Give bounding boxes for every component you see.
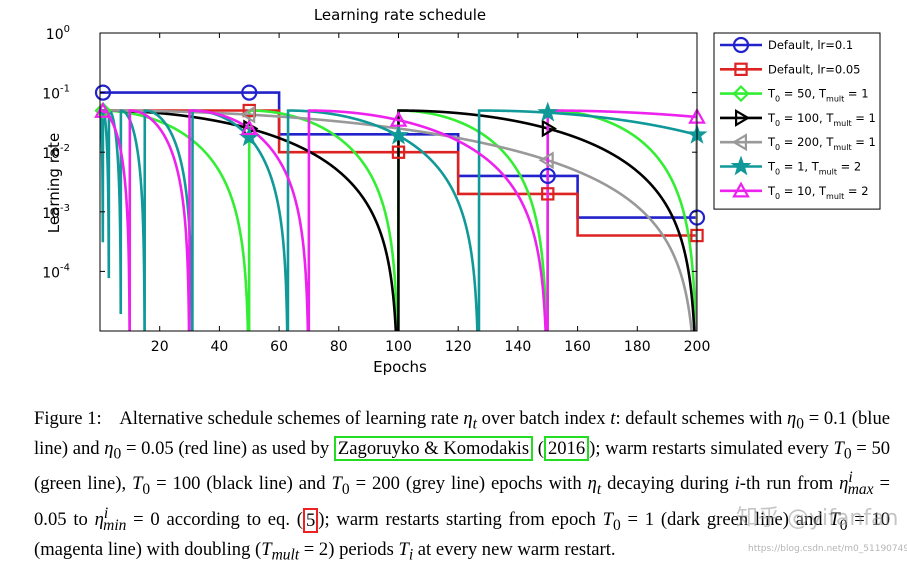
citation-link[interactable]: Zagoruyko & Komodakis — [333, 435, 534, 461]
caption-text: ); warm — [318, 509, 379, 531]
caption-math: t — [610, 408, 616, 429]
equation-link[interactable]: 5 — [302, 507, 319, 533]
caption-fig-label: Figure 1: — [34, 408, 102, 429]
caption-math: η — [787, 408, 797, 429]
y-axis-label: Learning rate — [45, 133, 63, 233]
caption-math: = 2) — [303, 539, 335, 561]
chart-title: Learning rate schedule — [314, 6, 486, 24]
caption-text: epochs with — [491, 473, 582, 495]
x-tick-label: 140 — [505, 339, 532, 355]
caption-text: with — [749, 408, 783, 429]
x-tick-label: 60 — [270, 339, 288, 355]
series-marker-default005 — [541, 187, 555, 201]
caption-math: = 100 — [156, 473, 201, 495]
series-marker-default01 — [94, 84, 112, 101]
series-marker-t10x2 — [94, 101, 112, 118]
series-marker-t1x2 — [388, 124, 409, 145]
legend-label-t1x2: T0 = 1, Tmult = 2 — [767, 160, 861, 177]
series-marker-t200 — [240, 105, 256, 124]
watermark: 知乎 @yifanfan — [736, 506, 899, 531]
series-marker-t10x2 — [389, 110, 408, 127]
caption-text: Alternative schedule schemes of learning… — [119, 408, 459, 429]
figure-caption: Figure 1: Alternative schedule schemes o… — [34, 408, 891, 564]
watermark-url: https://blog.csdn.net/m0_51190749 — [748, 544, 907, 554]
y-tick-label: 10-2 — [42, 143, 70, 162]
caption-math: η — [587, 473, 597, 495]
y-tick-label: 10-1 — [42, 84, 70, 103]
legend-label-t10x2: T0 = 10, Tmult = 2 — [767, 184, 869, 201]
tick-layer: 20 40 60 80 100 120 140 160 180 200 100 10-1 10-2 10-… — [42, 24, 710, 355]
caption-text: (black line) and — [206, 473, 326, 495]
x-tick-label: 20 — [151, 339, 169, 355]
legend-marker-t100 — [734, 108, 751, 127]
series-marker-t10x2 — [240, 119, 259, 136]
x-tick-label: 100 — [385, 339, 412, 355]
legend-marker-t10x2 — [732, 181, 750, 198]
series-marker-t200 — [538, 151, 554, 170]
caption-text: (dark green line) and — [660, 509, 823, 531]
caption-math: η — [104, 437, 114, 459]
legend-marker-t50 — [732, 85, 750, 103]
legend-label-t50: T0 = 50, Tmult = 1 — [767, 87, 869, 104]
x-tick-label: 180 — [624, 339, 651, 355]
caption-text: ); — [589, 437, 601, 459]
x-tick-label: 200 — [684, 339, 711, 355]
caption-math: η — [463, 408, 473, 429]
citation-year-link[interactable]: 2016 — [543, 435, 590, 461]
caption-math: = 0.05 — [34, 473, 890, 531]
caption-text: (green line), — [34, 473, 127, 495]
legend-label-default005: Default, lr=0.05 — [768, 62, 861, 76]
caption-text: according to eq. ( — [166, 509, 303, 531]
legend-label-t200: T0 = 200, Tmult = 1 — [767, 135, 876, 152]
series-marker-t100 — [541, 119, 557, 138]
caption-math: = 1 — [627, 509, 655, 531]
caption-math: = 0 — [133, 509, 160, 531]
x-tick-label: 40 — [210, 339, 228, 355]
caption-math: i — [734, 473, 740, 495]
y-tick-label: 10-3 — [42, 203, 70, 222]
legend-marker-t200 — [731, 133, 748, 152]
caption-text: (red line) as used by — [178, 437, 330, 459]
caption-text: warm restarts simulated every — [605, 437, 829, 459]
learning-rate-chart: Learning rate schedule Learning rate Epo… — [42, 6, 881, 376]
y-tick-label: 100 — [46, 24, 70, 43]
x-axis-label: Epochs — [373, 358, 427, 376]
x-tick-label: 80 — [330, 339, 348, 355]
caption-math: = 0.05 — [125, 437, 174, 459]
series-marker-default01 — [241, 84, 258, 101]
series-line-t10x2 — [100, 109, 697, 331]
caption-math: = 0.1 — [808, 408, 848, 429]
caption-text: -th run from — [739, 473, 834, 495]
x-tick-label: 120 — [445, 339, 472, 355]
caption-text: decaying during — [607, 473, 729, 495]
legend-marker-default01 — [732, 36, 750, 54]
caption-text: (blue line) and — [34, 408, 891, 459]
caption-math: = 10 — [854, 509, 891, 531]
series-line-t100 — [100, 109, 697, 331]
caption-text: at every new warm restart. — [417, 539, 616, 561]
caption-text: periods — [339, 539, 394, 561]
caption-text: (grey line) — [405, 473, 486, 495]
legend-label-default01: Default, lr=0.1 — [768, 38, 853, 52]
caption-text: restarts starting from epoch — [385, 509, 596, 531]
legend-marker-default005 — [734, 62, 748, 77]
caption-text: over batch index — [481, 408, 606, 429]
caption-math: = 200 — [355, 473, 400, 495]
caption-text: (magenta line) with doubling — [34, 539, 251, 561]
caption-math: t — [472, 415, 477, 433]
legend-label-t100: T0 = 100, Tmult = 1 — [767, 111, 876, 128]
series-marker-default01 — [539, 167, 556, 185]
legend: Default, lr=0.1 Default, lr=0.05 T0 = 50, … — [713, 32, 881, 210]
series-marker-default005 — [391, 145, 406, 159]
caption-math: = 50 — [856, 437, 891, 459]
y-tick-label: 10-4 — [42, 262, 70, 281]
legend-marker-t1x2 — [730, 155, 752, 176]
x-tick-label: 160 — [564, 339, 591, 355]
caption-text: to — [73, 509, 88, 531]
caption-text: : default schemes — [615, 408, 745, 429]
series-marker-t1x2 — [537, 101, 559, 122]
